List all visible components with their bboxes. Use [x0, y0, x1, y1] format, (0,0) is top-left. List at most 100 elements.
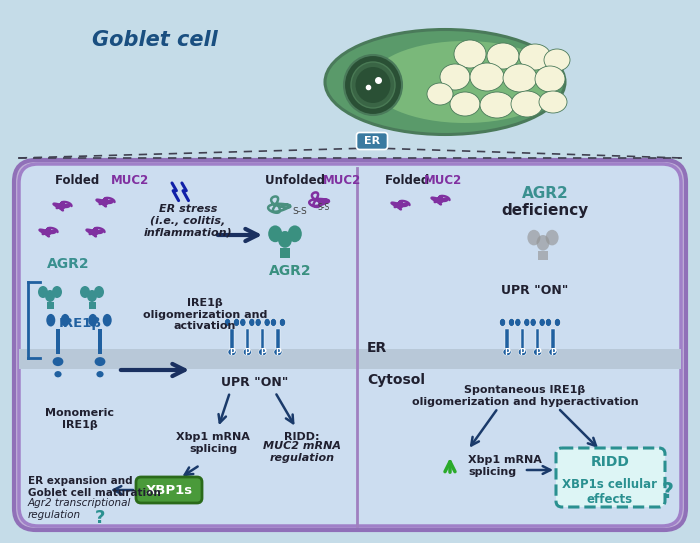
- Text: P: P: [550, 348, 556, 357]
- Ellipse shape: [87, 290, 97, 302]
- Bar: [261, 329, 265, 349]
- Ellipse shape: [370, 41, 560, 123]
- Text: Goblet cell: Goblet cell: [92, 30, 218, 50]
- Ellipse shape: [52, 357, 64, 366]
- Ellipse shape: [539, 91, 567, 113]
- Ellipse shape: [255, 318, 261, 326]
- Text: P: P: [275, 348, 281, 357]
- Text: UPR "ON": UPR "ON": [501, 283, 568, 296]
- Ellipse shape: [511, 91, 543, 117]
- Ellipse shape: [524, 318, 530, 326]
- Text: P: P: [519, 348, 525, 357]
- Ellipse shape: [503, 64, 537, 92]
- Bar: [230, 329, 234, 349]
- Ellipse shape: [344, 55, 402, 115]
- Ellipse shape: [499, 318, 505, 326]
- Text: UPR "ON": UPR "ON": [221, 376, 288, 388]
- Text: ?: ?: [94, 509, 105, 527]
- Ellipse shape: [535, 66, 565, 92]
- Text: Monomeric
IRE1β: Monomeric IRE1β: [46, 408, 115, 430]
- Bar: [521, 329, 524, 349]
- Bar: [246, 329, 249, 349]
- Ellipse shape: [508, 318, 514, 326]
- Text: XBP1s cellular
effects: XBP1s cellular effects: [563, 478, 657, 506]
- Ellipse shape: [46, 314, 55, 326]
- FancyBboxPatch shape: [556, 448, 665, 507]
- Text: ?: ?: [662, 482, 674, 502]
- Ellipse shape: [45, 290, 55, 302]
- Bar: [280, 248, 290, 257]
- Bar: [88, 302, 95, 309]
- Ellipse shape: [536, 235, 550, 251]
- Bar: [551, 329, 555, 349]
- Ellipse shape: [503, 349, 511, 356]
- Ellipse shape: [440, 64, 470, 90]
- Ellipse shape: [519, 44, 551, 70]
- Text: Folded: Folded: [55, 174, 104, 186]
- Bar: [538, 251, 547, 260]
- Text: S-S: S-S: [293, 206, 307, 216]
- Ellipse shape: [274, 349, 282, 356]
- Ellipse shape: [288, 225, 302, 242]
- Ellipse shape: [554, 318, 561, 326]
- Ellipse shape: [518, 349, 526, 356]
- Text: MUC2: MUC2: [111, 174, 149, 186]
- Ellipse shape: [94, 286, 104, 298]
- Text: AGR2: AGR2: [522, 186, 568, 201]
- Ellipse shape: [278, 231, 292, 248]
- FancyBboxPatch shape: [136, 477, 202, 503]
- Ellipse shape: [549, 349, 557, 356]
- FancyBboxPatch shape: [19, 164, 681, 526]
- Ellipse shape: [268, 225, 282, 242]
- Text: ER: ER: [364, 136, 380, 146]
- Ellipse shape: [487, 43, 519, 69]
- Text: ER: ER: [367, 341, 387, 355]
- Ellipse shape: [470, 63, 504, 91]
- Ellipse shape: [539, 318, 545, 326]
- Text: Spontaneous IRE1β
oligomerization and hyperactivation: Spontaneous IRE1β oligomerization and hy…: [412, 385, 638, 407]
- Ellipse shape: [103, 314, 112, 326]
- Ellipse shape: [530, 318, 536, 326]
- Ellipse shape: [544, 49, 570, 71]
- Text: P: P: [504, 348, 510, 357]
- Ellipse shape: [228, 349, 236, 356]
- Text: RIDD:: RIDD:: [284, 432, 320, 453]
- Text: AGR2: AGR2: [269, 264, 312, 278]
- Text: deficiency: deficiency: [501, 203, 589, 218]
- Ellipse shape: [80, 286, 90, 298]
- Ellipse shape: [533, 349, 542, 356]
- FancyBboxPatch shape: [14, 160, 686, 530]
- Ellipse shape: [454, 40, 486, 68]
- Ellipse shape: [94, 357, 106, 366]
- Text: P: P: [535, 348, 540, 357]
- Ellipse shape: [279, 318, 286, 326]
- Ellipse shape: [52, 286, 62, 298]
- Text: ER stress
(i.e., colitis,
inflammation): ER stress (i.e., colitis, inflammation): [144, 204, 232, 237]
- Ellipse shape: [514, 318, 521, 326]
- Ellipse shape: [427, 83, 453, 105]
- Text: P: P: [260, 348, 265, 357]
- Bar: [98, 329, 102, 355]
- Text: MUC2: MUC2: [424, 174, 462, 186]
- Text: Xbp1 mRNA
splicing: Xbp1 mRNA splicing: [468, 455, 542, 477]
- Text: P: P: [244, 348, 250, 357]
- Ellipse shape: [264, 318, 270, 326]
- Ellipse shape: [248, 318, 255, 326]
- Text: Cytosol: Cytosol: [367, 373, 425, 387]
- Text: S-S: S-S: [318, 203, 330, 212]
- Text: IRE1β: IRE1β: [59, 317, 102, 330]
- Text: Unfolded: Unfolded: [265, 174, 329, 186]
- Ellipse shape: [545, 230, 559, 245]
- Ellipse shape: [480, 92, 514, 118]
- FancyBboxPatch shape: [356, 132, 388, 149]
- Ellipse shape: [325, 29, 565, 135]
- Ellipse shape: [545, 318, 552, 326]
- Ellipse shape: [97, 371, 104, 377]
- Ellipse shape: [270, 318, 276, 326]
- Text: P: P: [229, 348, 235, 357]
- Ellipse shape: [450, 92, 480, 116]
- Ellipse shape: [225, 318, 231, 326]
- Text: Folded: Folded: [385, 174, 433, 186]
- Ellipse shape: [55, 371, 62, 377]
- Ellipse shape: [38, 286, 48, 298]
